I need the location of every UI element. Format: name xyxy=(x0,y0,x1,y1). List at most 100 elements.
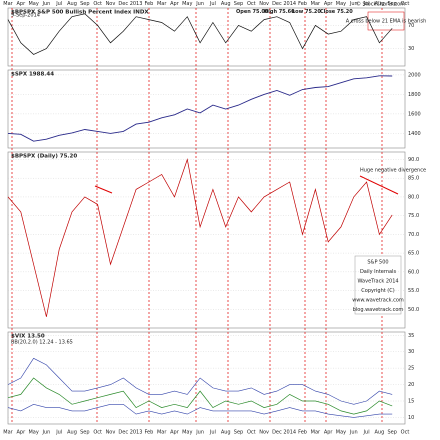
x-tick-label: Aug xyxy=(375,1,385,7)
y-tick-label: 70.0 xyxy=(408,232,419,238)
panel xyxy=(7,331,406,425)
y-tick-label: 30 xyxy=(408,46,414,52)
x-tick-label: Aug xyxy=(67,1,77,7)
y-tick-label: 15 xyxy=(408,399,414,405)
y-tick-label: 65.0 xyxy=(408,251,419,257)
x-tick-label: May xyxy=(336,1,346,7)
x-tick-label: Oct xyxy=(401,1,410,7)
x-tick-label: May xyxy=(28,1,38,7)
data-line xyxy=(7,75,393,142)
x-tick-label: Mar xyxy=(157,430,167,436)
note-line: Copyright (C) xyxy=(361,288,394,294)
x-tick-label: May xyxy=(182,430,192,436)
x-tick-label: Apr xyxy=(170,430,180,436)
x-tick-label: Nov xyxy=(259,1,269,7)
panel xyxy=(7,69,406,149)
x-tick-label: Apr xyxy=(16,1,26,7)
y-tick-label: 1600 xyxy=(408,111,421,117)
x-tick-label: Jul xyxy=(55,1,62,7)
x-tick-label: Jun xyxy=(349,1,358,7)
panel-title: $BPSPX (Daily) 75.20 xyxy=(11,154,77,160)
quote: Open 75.00 xyxy=(236,9,269,15)
y-tick-label: 10 xyxy=(408,415,414,421)
x-tick-label: Apr xyxy=(324,430,334,436)
band-label: BB(20,2.0) 12.24 - 13.65 xyxy=(11,340,73,346)
y-tick-label: 1400 xyxy=(408,131,421,137)
panel xyxy=(7,7,406,67)
y-tick-label: 55.0 xyxy=(408,288,419,294)
y-tick-label: 75.0 xyxy=(408,213,419,219)
data-line xyxy=(7,403,393,418)
data-line xyxy=(7,13,393,55)
x-tick-label: Nov xyxy=(259,430,269,436)
y-tick-label: 1800 xyxy=(408,92,421,98)
x-tick-label: Dec xyxy=(118,1,128,7)
x-tick-label: Sep xyxy=(234,430,243,436)
y-tick-label: 20 xyxy=(408,382,414,388)
x-tick-label: 2014 xyxy=(283,430,296,436)
x-tick-label: Nov xyxy=(106,430,116,436)
x-tick-label: Mar xyxy=(311,430,321,436)
x-tick-label: Sep xyxy=(387,1,396,7)
x-tick-label: Dec xyxy=(272,1,282,7)
data-line xyxy=(7,357,393,405)
x-tick-label: 2014 xyxy=(283,1,296,7)
x-tick-label: May xyxy=(182,1,192,7)
x-tick-label: Jul xyxy=(55,430,62,436)
x-tick-label: Oct xyxy=(93,1,102,7)
panel xyxy=(7,151,406,329)
annotation-box xyxy=(367,11,405,31)
x-tick-label: Mar xyxy=(311,1,321,7)
x-tick-label: Jul xyxy=(209,1,216,7)
x-tick-label: Oct xyxy=(247,430,256,436)
panel-title: $VIX 13.50 xyxy=(11,334,45,340)
x-tick-label: Dec xyxy=(272,430,282,436)
subtitle: 9-Sep-2014 xyxy=(11,13,40,19)
divergence-line xyxy=(94,185,113,194)
x-tick-label: Apr xyxy=(170,1,180,7)
y-tick-label: 2000 xyxy=(408,72,421,78)
data-line xyxy=(7,377,393,415)
quote: High 75.60 xyxy=(264,9,295,15)
note-box xyxy=(354,255,402,315)
note-line: S&P 500 xyxy=(367,260,388,266)
source: © StockCharts.com xyxy=(356,1,405,8)
x-tick-label: Mar xyxy=(157,1,167,7)
divergence-line xyxy=(359,175,399,195)
y-tick-label: 25 xyxy=(408,366,414,372)
x-tick-label: Dec xyxy=(118,430,128,436)
y-tick-label: 50.0 xyxy=(408,307,419,313)
x-tick-label: Sep xyxy=(80,1,89,7)
x-tick-label: Oct xyxy=(401,430,410,436)
y-tick-label: 30 xyxy=(408,349,414,355)
note-line: blog.wavetrack.com xyxy=(353,307,404,313)
y-tick-label: 90.0 xyxy=(408,157,419,163)
note-line: www.wavetrack.com xyxy=(352,298,404,304)
x-tick-label: Feb xyxy=(144,430,153,436)
x-tick-label: Jun xyxy=(42,1,51,7)
x-tick-label: Jun xyxy=(349,430,358,436)
x-tick-label: Feb xyxy=(298,1,307,7)
annotation: Huge negative divergence xyxy=(360,168,426,174)
x-tick-label: Mar xyxy=(3,1,13,7)
x-tick-label: 2013 xyxy=(130,1,143,7)
x-tick-label: Feb xyxy=(144,1,153,7)
note-line: WaveTrack 2014 xyxy=(357,279,398,285)
x-tick-label: Jul xyxy=(363,430,370,436)
x-tick-label: Apr xyxy=(16,430,26,436)
x-tick-label: Nov xyxy=(106,1,116,7)
x-tick-label: Jul xyxy=(363,1,370,7)
y-tick-label: 80.0 xyxy=(408,194,419,200)
x-tick-label: Jul xyxy=(209,430,216,436)
note-line: Daily Internals xyxy=(360,269,397,275)
x-tick-label: Feb xyxy=(298,430,307,436)
panel-title: $BPSPX S&P 500 Bullish Percent Index IND… xyxy=(11,10,149,16)
x-tick-label: Jun xyxy=(42,430,51,436)
y-tick-label: 70 xyxy=(408,23,414,29)
panel-title: $SPX 1988.44 xyxy=(11,72,54,78)
x-tick-label: Jun xyxy=(195,1,204,7)
annotation: A cross below 21 EMA is bearish xyxy=(346,19,427,25)
